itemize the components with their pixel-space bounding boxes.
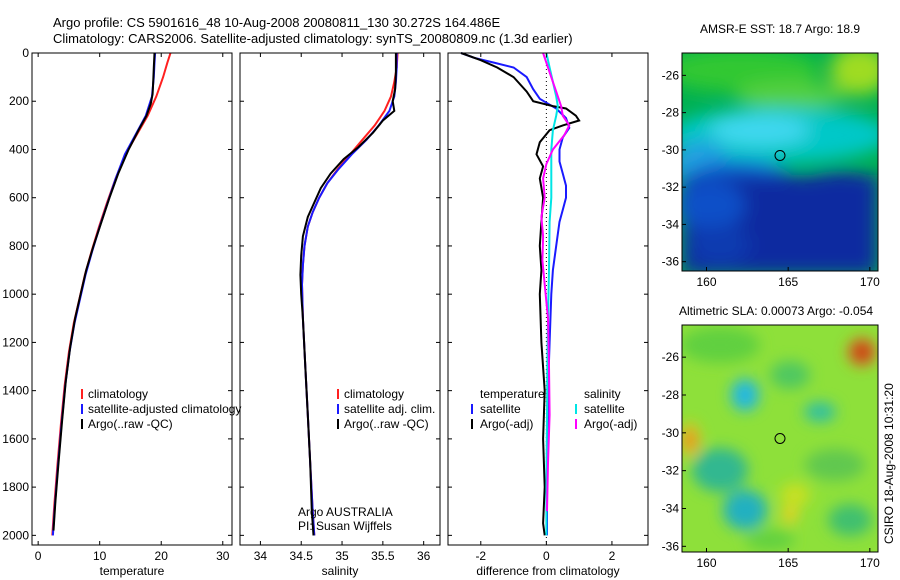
legend-label: Argo(-adj) (480, 417, 533, 431)
x-tick-label: 10 (93, 549, 107, 563)
map-y-tick-label: -36 (662, 255, 680, 269)
series-line-2-2 (545, 52, 559, 536)
x-tick-label: 34 (254, 549, 268, 563)
series-line-0-0 (51, 52, 172, 536)
sst-map-title: AMSR-E SST: 18.7 Argo: 18.9 (700, 22, 860, 36)
y-tick-label: 2000 (2, 528, 29, 542)
x-tick-label: 35 (335, 549, 349, 563)
x-tick-label: 0 (35, 549, 42, 563)
map-y-tick-label: -34 (662, 217, 680, 231)
x-tick-label: 20 (155, 549, 169, 563)
temperature-panel: 0 10 20 30 0 200 400 600 800 1000 1200 1400 1600 1800… (2, 46, 241, 578)
series-line-2-0 (460, 52, 571, 536)
y-tick-label: 0 (22, 46, 29, 60)
x-tick-label: 2 (609, 549, 616, 563)
map-y-tick-label: -30 (662, 143, 680, 157)
map-y-tick-label: -32 (662, 180, 680, 194)
x-tick-label: 35.5 (371, 549, 395, 563)
y-tick-label: 1200 (2, 335, 29, 349)
map-x-tick-label: 160 (696, 556, 716, 570)
series-line-1-1 (300, 53, 398, 536)
map-y-tick-label: -34 (662, 501, 680, 515)
annotation-text: Argo AUSTRALIA (298, 505, 393, 519)
legend-label: Argo(..raw -QC) (344, 417, 429, 431)
map-x-tick-label: 165 (778, 556, 798, 570)
series-line-0-2 (52, 52, 156, 531)
x-tick-label: 34.5 (290, 549, 314, 563)
panel-frame (31, 52, 233, 546)
map-x-tick-label: 165 (778, 275, 798, 289)
panel-frame (447, 52, 649, 546)
map-y-tick-label: -32 (662, 464, 680, 478)
x-tick-label: -2 (475, 549, 486, 563)
x-tick-label: 36 (417, 549, 431, 563)
header-line-2: Climatology: CARS2006. Satellite-adjuste… (53, 31, 573, 46)
y-tick-label: 1400 (2, 384, 29, 398)
legend-label: satellite adj. clim. (344, 402, 435, 416)
legend-label: climatology (88, 387, 148, 401)
series-line-0-1 (51, 52, 157, 536)
x-tick-label: 30 (216, 549, 230, 563)
sla-heatmap-field (682, 325, 878, 552)
legend-label: Argo(..raw -QC) (88, 417, 173, 431)
sst-argo-location-marker (774, 149, 786, 161)
x-axis-label: temperature (100, 564, 165, 578)
legend-label: satellite-adjusted climatology (88, 402, 241, 416)
map-y-tick-label: -30 (662, 426, 680, 440)
x-tick-label: 0 (543, 549, 550, 563)
series-line-2-3 (540, 52, 571, 512)
series-line-2-1 (460, 52, 581, 536)
x-axis-label: difference from climatology (476, 564, 619, 578)
map-y-tick-label: -26 (662, 68, 680, 82)
series-line-1-2 (299, 53, 397, 536)
map-y-tick-label: -26 (662, 350, 680, 364)
panel-frame (239, 52, 441, 546)
header-line-1: Argo profile: CS 5901616_48 10-Aug-2008 … (53, 15, 501, 30)
sla-map-panel: Altimetric SLA: 0.00073 Argo: -0.054 (662, 304, 881, 570)
map-x-tick-label: 160 (696, 275, 716, 289)
series-line-1-0 (300, 52, 399, 536)
x-axis-label: salinity (322, 564, 359, 578)
legend-label: satellite (480, 402, 521, 416)
map-x-tick-label: 170 (860, 275, 880, 289)
side-timestamp-label: CSIRO 18-Aug-2008 10:31:20 (882, 383, 896, 544)
sla-argo-location-marker (774, 433, 786, 444)
salinity-panel: 34 34.5 35 35.5 36 salinity climatologysatelli… (239, 52, 441, 578)
sst-heatmap-field (682, 53, 878, 271)
legend-label: Argo(-adj) (584, 417, 637, 431)
y-tick-label: 200 (9, 94, 29, 108)
legend-title-salinity: salinity (584, 387, 621, 401)
map-y-tick-label: -36 (662, 539, 680, 553)
sla-map-title: Altimetric SLA: 0.00073 Argo: -0.054 (679, 304, 873, 318)
y-tick-label: 400 (9, 142, 29, 156)
y-tick-label: 1600 (2, 432, 29, 446)
legend-label: satellite (584, 402, 625, 416)
y-tick-label: 1800 (2, 480, 29, 494)
legend-label: climatology (344, 387, 404, 401)
sst-map-panel: AMSR-E SST: 18.7 Argo: 18.9 160 165 170 -26… (662, 22, 881, 289)
y-tick-label: 600 (9, 191, 29, 205)
map-y-tick-label: -28 (662, 106, 680, 120)
annotation-text: PI: Susan Wijffels (298, 519, 392, 533)
map-y-tick-label: -28 (662, 388, 680, 402)
legend-title-temperature: temperature (480, 387, 545, 401)
map-x-tick-label: 170 (860, 556, 880, 570)
y-tick-label: 800 (9, 239, 29, 253)
y-tick-label: 1000 (2, 287, 29, 301)
